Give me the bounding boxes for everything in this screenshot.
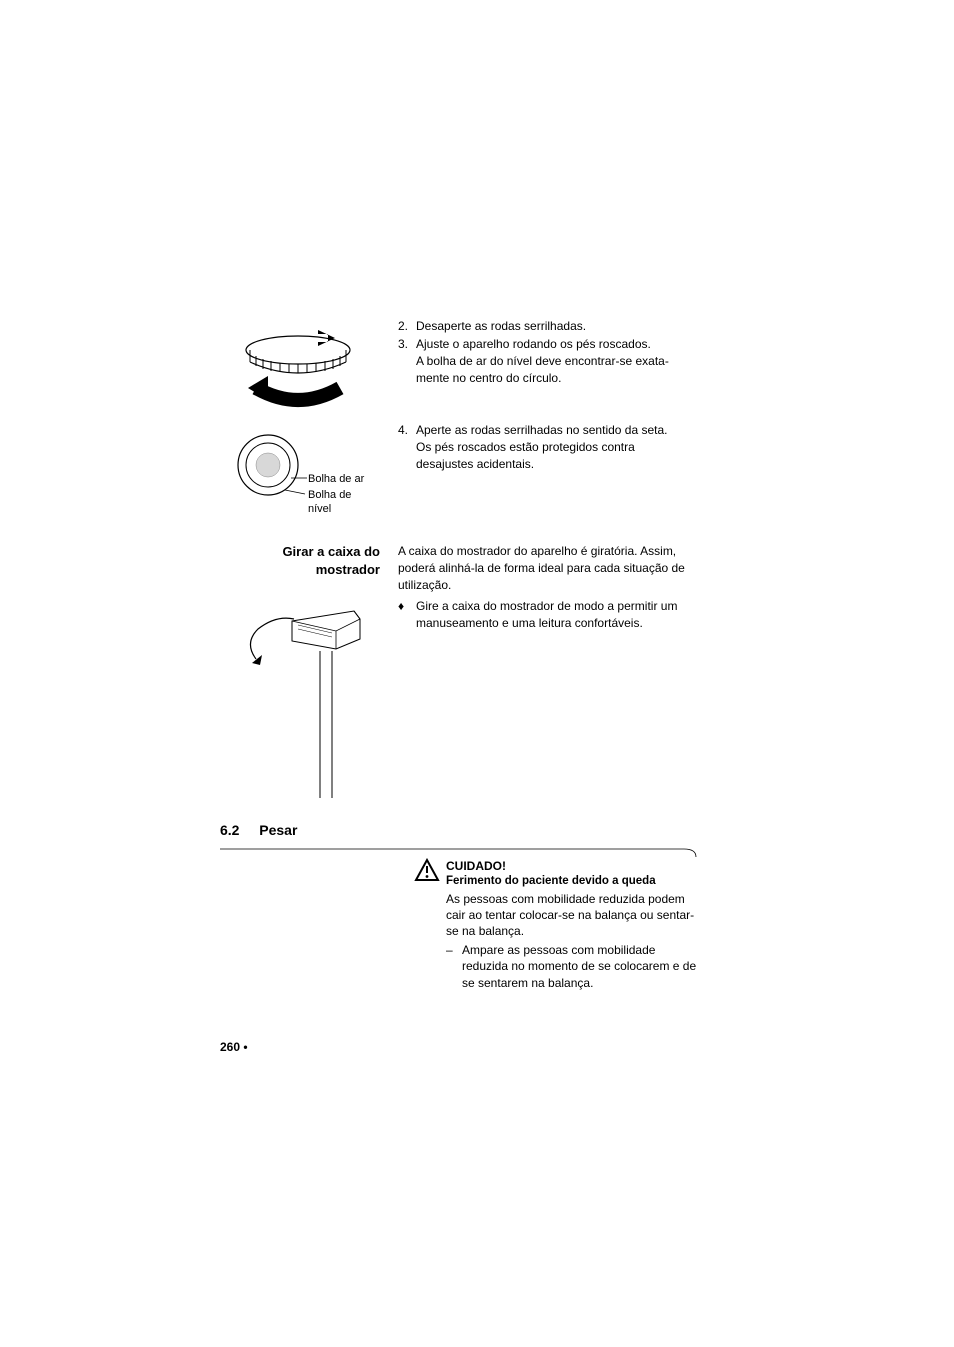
bubble-label-2: Bolha de	[308, 488, 351, 502]
figure-bubble-level: Bolha de ar Bolha de nível	[235, 430, 380, 530]
warning-action-dash: –	[446, 942, 462, 991]
page-number: 260 •	[220, 1040, 248, 1054]
step-2-text: Desaperte as rodas serrilhadas.	[416, 318, 586, 335]
rotate-paragraph: A caixa do mostrador do aparelho é girat…	[398, 543, 698, 593]
step-4-line3: desajustes acidentais.	[416, 456, 667, 473]
section-heading: 6.2 Pesar	[220, 822, 297, 838]
step-2-number: 2.	[398, 318, 416, 335]
section-rule	[220, 844, 698, 854]
step-4-number: 4.	[398, 422, 416, 472]
rotate-line2: poderá alinhá-la de forma ideal para cad…	[398, 560, 698, 577]
bubble-label-3: nível	[308, 502, 331, 516]
step-3-line3: mente no centro do círculo.	[416, 370, 669, 387]
figure-serrated-wheel	[240, 328, 356, 416]
sidebar-heading-line2: mostrador	[220, 561, 380, 579]
step-3-number: 3.	[398, 336, 416, 386]
rotate-line1: A caixa do mostrador do aparelho é girat…	[398, 543, 698, 560]
warning-subtitle: Ferimento do paciente devido a queda	[446, 874, 698, 890]
warning-body-line3: se na balança.	[446, 923, 698, 939]
bullet-line2: manuseamento e uma leitura confortáveis.	[416, 615, 677, 632]
warning-block: CUIDADO! Ferimento do paciente devido a …	[414, 858, 698, 991]
warning-body-line1: As pessoas com mobilidade reduzida podem	[446, 891, 698, 907]
sidebar-heading-line1: Girar a caixa do	[220, 543, 380, 561]
step-4: 4. Aperte as rodas serrilhadas no sentid…	[398, 422, 693, 472]
step-4-line1: Aperte as rodas serrilhadas no sentido d…	[416, 422, 667, 439]
bullet-line1: Gire a caixa do mostrador de modo a perm…	[416, 598, 677, 615]
bullet-marker-icon: ♦	[398, 598, 416, 632]
step-3: 3. Ajuste o aparelho rodando os pés rosc…	[398, 336, 693, 386]
sidebar-heading: Girar a caixa do mostrador	[220, 543, 380, 578]
warning-action-line2: reduzida no momento de se colocarem e de	[462, 958, 696, 974]
warning-action-line3: se sentarem na balança.	[462, 975, 696, 991]
bubble-label-1: Bolha de ar	[308, 472, 364, 486]
rotate-bullet: ♦ Gire a caixa do mostrador de modo a pe…	[398, 598, 698, 632]
warning-title: CUIDADO!	[446, 858, 698, 874]
section-title: Pesar	[259, 822, 297, 838]
warning-action-line1: Ampare as pessoas com mobilidade	[462, 942, 696, 958]
section-number: 6.2	[220, 822, 239, 838]
step-4-line2: Os pés roscados estão protegidos contra	[416, 439, 667, 456]
rotate-line3: utilização.	[398, 577, 698, 594]
step-2: 2. Desaperte as rodas serrilhadas.	[398, 318, 693, 335]
step-3-line2: A bolha de ar do nível deve encontrar-se…	[416, 353, 669, 370]
warning-body-line2: cair ao tentar colocar-se na balança ou …	[446, 907, 698, 923]
figure-display-housing	[236, 603, 364, 798]
step-3-line1: Ajuste o aparelho rodando os pés roscado…	[416, 336, 669, 353]
